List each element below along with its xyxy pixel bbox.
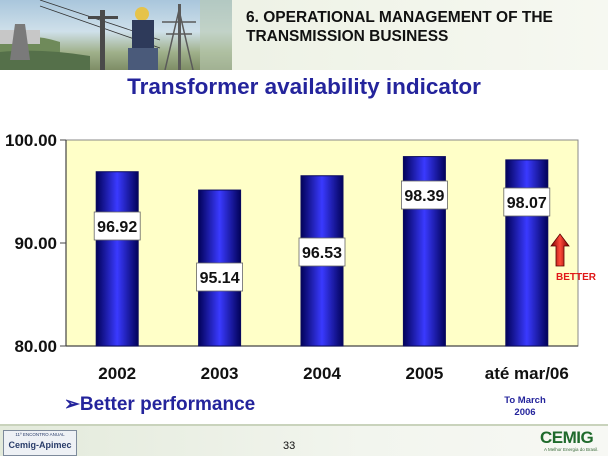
logo-text: CEMIG bbox=[540, 428, 594, 447]
event-name: Cemig-Apimec bbox=[8, 440, 72, 450]
svg-text:98.39: 98.39 bbox=[404, 188, 444, 205]
period-note: To March 2006 bbox=[504, 395, 546, 418]
section-title: 6. OPERATIONAL MANAGEMENT OF THE TRANSMI… bbox=[246, 9, 553, 45]
event-logo: 11º ENCONTRO ANUAL Cemig-Apimec bbox=[3, 430, 77, 456]
x-tick-label: 2004 bbox=[303, 364, 341, 383]
data-label: 95.14 bbox=[196, 262, 244, 292]
svg-text:95.14: 95.14 bbox=[200, 270, 240, 287]
logo-tagline: A Melhor Energia do Brasil. bbox=[544, 447, 599, 452]
y-tick-label: 100.00 bbox=[5, 131, 57, 150]
footer-divider bbox=[0, 424, 608, 426]
better-performance-bullet: ➢Better performance bbox=[64, 394, 256, 415]
event-line: 11º ENCONTRO ANUAL bbox=[15, 432, 65, 437]
data-label: 96.92 bbox=[93, 211, 141, 241]
svg-text:96.92: 96.92 bbox=[97, 219, 137, 236]
data-label: 98.39 bbox=[400, 180, 448, 210]
better-arrow-icon bbox=[550, 233, 570, 267]
header-photo bbox=[0, 0, 232, 70]
y-tick-label: 80.00 bbox=[14, 337, 57, 356]
x-tick-label: 2002 bbox=[98, 364, 136, 383]
slide-title: Transformer availability indicator bbox=[127, 74, 481, 99]
data-label: 98.07 bbox=[503, 187, 551, 217]
y-tick-label: 90.00 bbox=[14, 234, 57, 253]
better-annotation: BETTER bbox=[556, 272, 597, 283]
x-tick-label: 2005 bbox=[405, 364, 443, 383]
page-number: 33 bbox=[283, 440, 296, 452]
footer-bar bbox=[0, 424, 608, 456]
bar-chart: 80.00 90.00 100.00 2002 96.92 2003 95.14 2004 9… bbox=[5, 131, 597, 383]
svg-text:96.53: 96.53 bbox=[302, 245, 342, 262]
bar-2002 bbox=[95, 171, 139, 347]
x-tick-label: até mar/06 bbox=[485, 364, 569, 383]
cemig-logo: CEMIG A Melhor Energia do Brasil. bbox=[540, 428, 606, 455]
data-label: 96.53 bbox=[298, 237, 346, 267]
x-tick-label: 2003 bbox=[201, 364, 239, 383]
svg-text:98.07: 98.07 bbox=[507, 195, 547, 212]
